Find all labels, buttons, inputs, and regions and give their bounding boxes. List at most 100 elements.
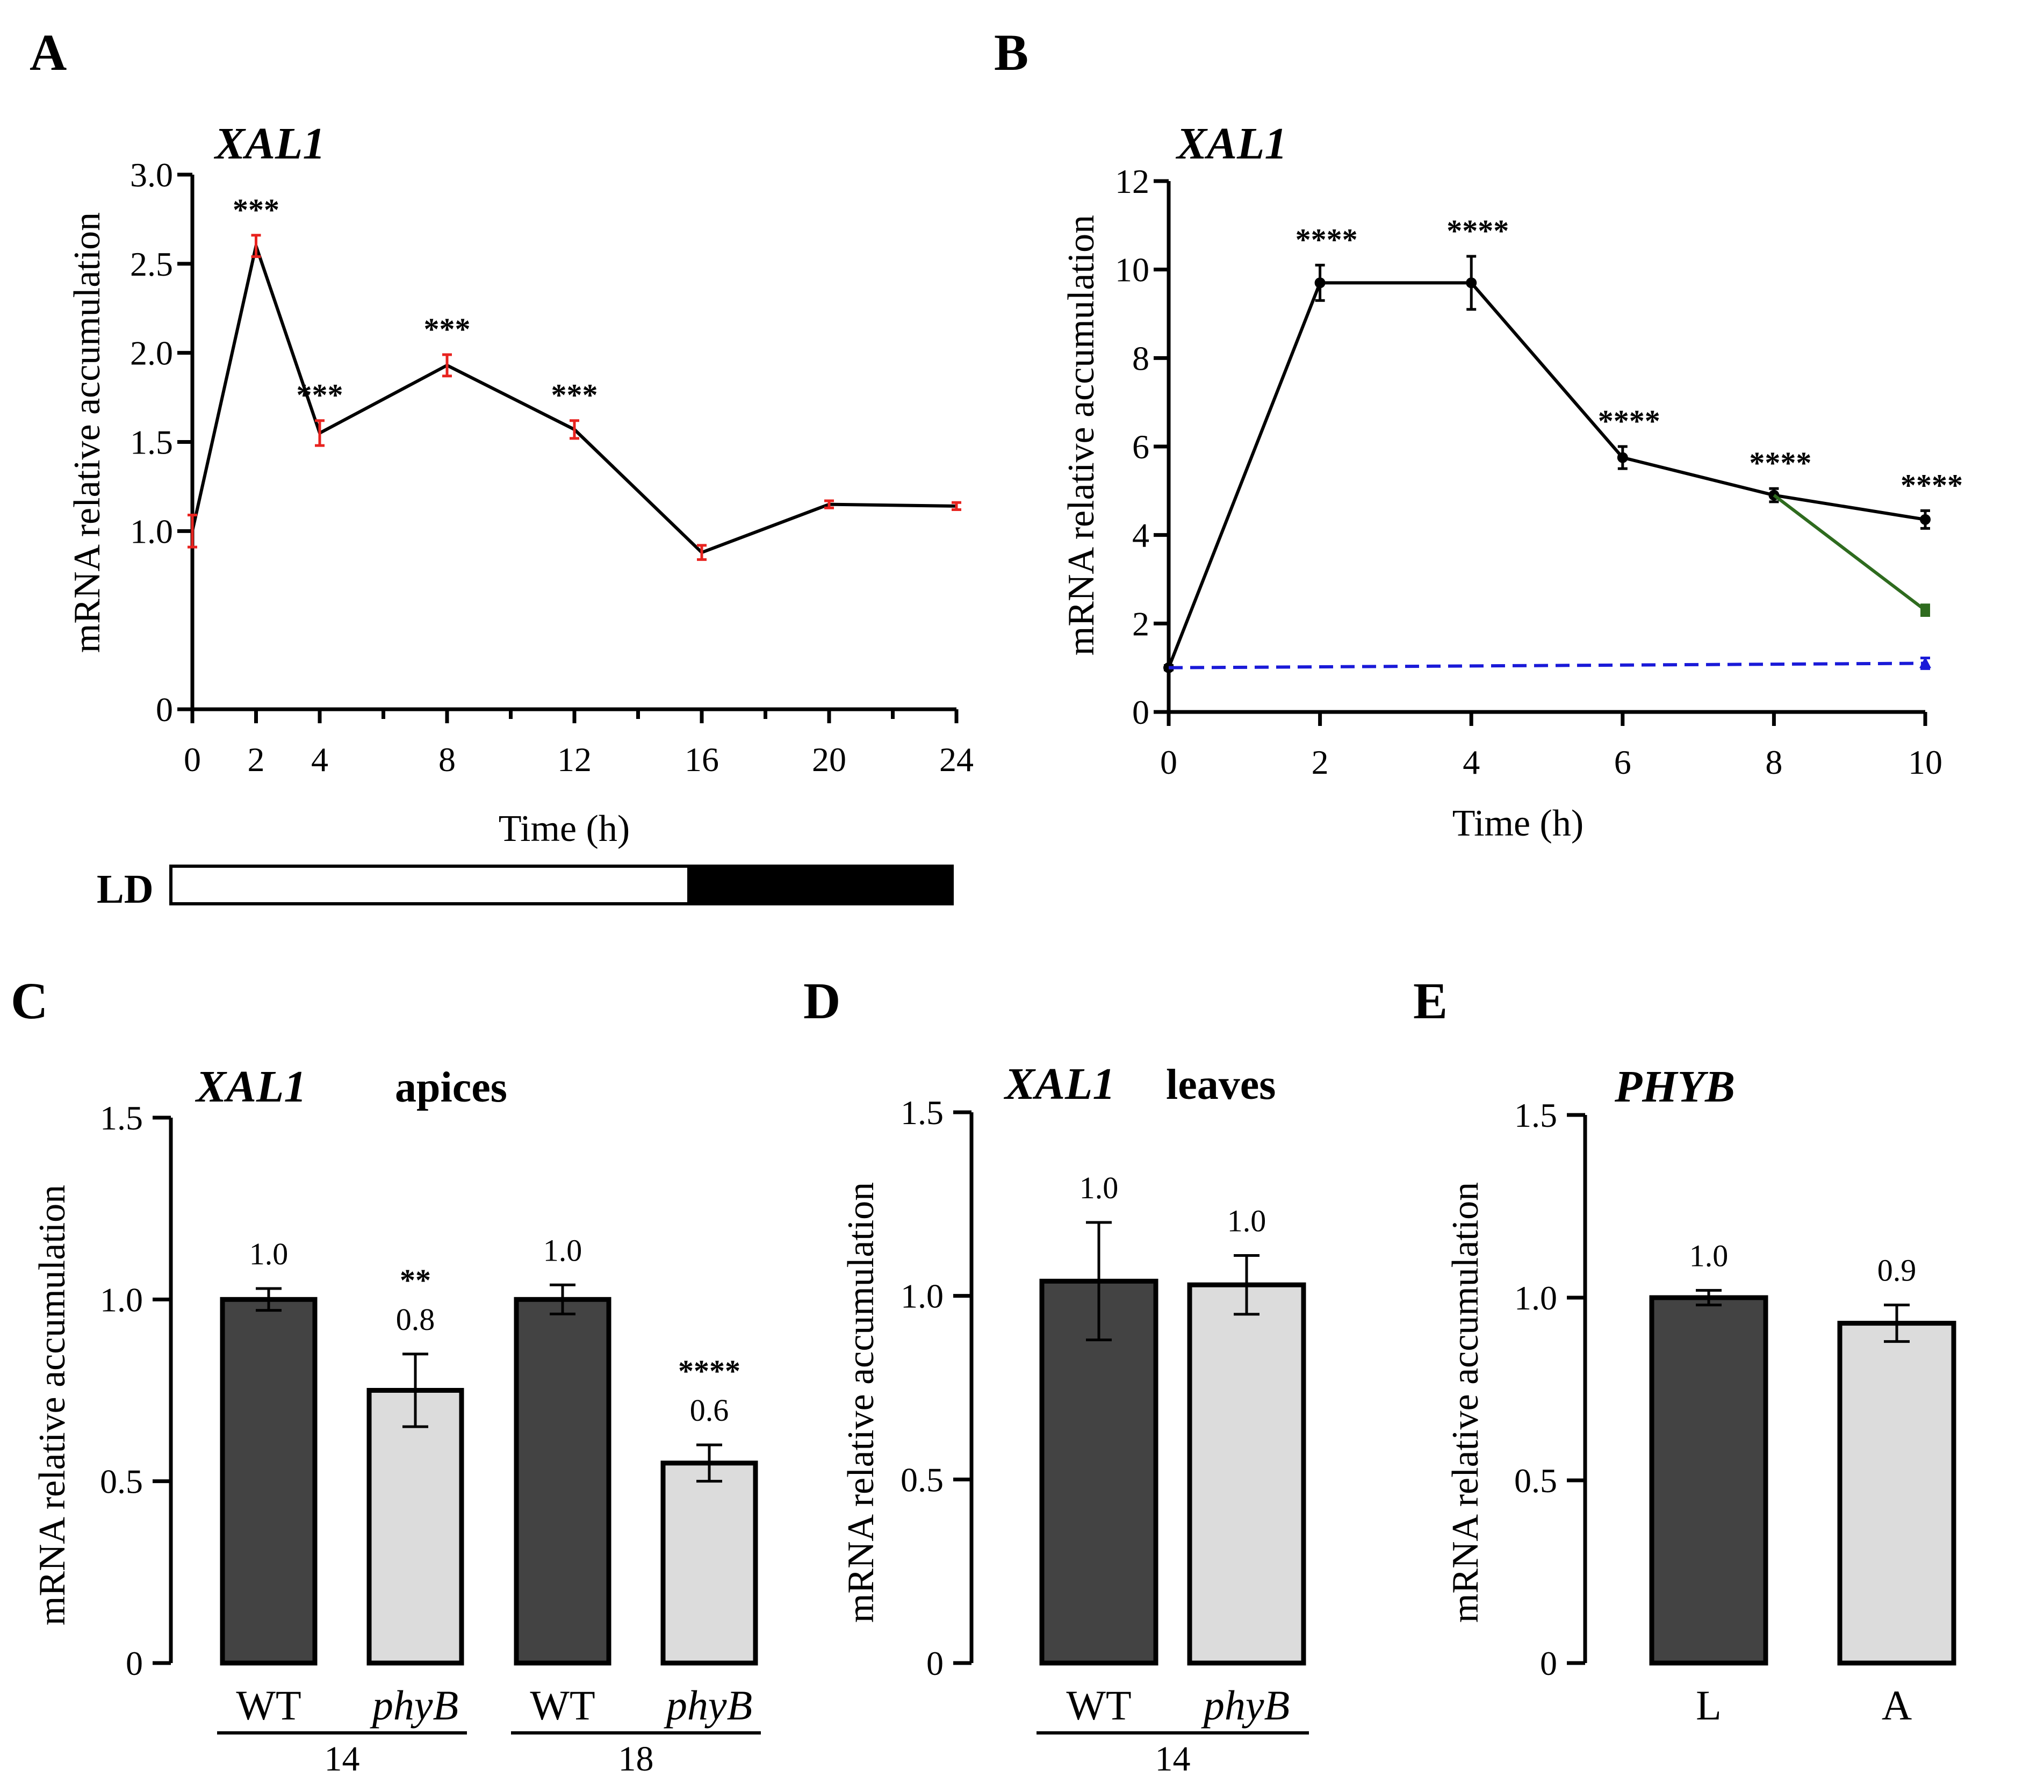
- panel-e-ylabel: mRNA relative accumulation: [1445, 1182, 1486, 1623]
- y-tick-label: 1.5: [100, 1099, 143, 1137]
- panel-a-xlabel: Time (h): [499, 808, 630, 850]
- bar: [366, 1388, 464, 1666]
- x-tick-label: 10: [1908, 743, 1942, 781]
- y-tick-label: 1.5: [1514, 1096, 1557, 1134]
- group-label: 18: [618, 1739, 654, 1779]
- x-tick-label: 4: [1463, 743, 1480, 781]
- y-tick-label: 1.5: [130, 423, 173, 462]
- significance-label: ****: [1749, 445, 1811, 480]
- category-label: WT: [530, 1682, 595, 1729]
- panel-d-label: D: [803, 972, 840, 1030]
- panel-c-label: C: [11, 972, 48, 1030]
- x-tick-label: 20: [812, 740, 846, 779]
- panel-a-ylabel: mRNA relative accumulation: [67, 212, 108, 653]
- data-point: [1920, 514, 1931, 525]
- y-tick-label: 1.0: [901, 1277, 944, 1315]
- y-tick-label: 0: [1132, 693, 1149, 731]
- data-label: 1.0: [1227, 1204, 1266, 1239]
- significance-label: ****: [1296, 222, 1358, 257]
- y-tick-label: 0: [126, 1644, 143, 1682]
- y-tick-label: 0: [1540, 1644, 1557, 1682]
- y-tick-label: 1.0: [1514, 1279, 1557, 1317]
- y-tick-label: 10: [1115, 251, 1149, 289]
- x-tick-label: 4: [311, 740, 328, 779]
- panel-e: E PHYB mRNA relative accumulation 0 0.5 1.…: [1413, 972, 1956, 1729]
- y-tick-label: 1.5: [901, 1093, 944, 1132]
- x-tick-label: 6: [1614, 743, 1631, 781]
- panel-b-ylabel: mRNA relative accumulation: [1061, 215, 1102, 656]
- significance-label: ****: [1598, 404, 1660, 438]
- x-tick-label: 2: [1312, 743, 1329, 781]
- data-label: 0.6: [690, 1393, 729, 1428]
- data-label: 0.8: [396, 1302, 435, 1337]
- y-tick-label: 2.5: [130, 245, 173, 283]
- panel-a: A XAL1 Time (h) mRNA relative accumulati…: [30, 24, 974, 912]
- category-label: WT: [236, 1682, 301, 1729]
- x-tick-label: 12: [557, 740, 592, 779]
- panel-c-plot: 0 0.5 1.0 1.5 1.0 WT 0.8 ** phyB 1.0 WT 0.6 **** phyB…: [100, 1099, 761, 1779]
- significance-label: ***: [551, 378, 598, 413]
- x-tick-label: 2: [248, 740, 265, 779]
- series-line-blue: [1168, 661, 1926, 670]
- significance-label: **: [400, 1263, 431, 1298]
- significance-label: ***: [424, 312, 471, 347]
- y-tick-label: 12: [1115, 162, 1149, 200]
- data-point: [1617, 452, 1628, 463]
- category-label: phyB: [664, 1682, 752, 1729]
- bar: [660, 1460, 758, 1666]
- panel-b-label: B: [994, 24, 1028, 81]
- panel-c-ylabel: mRNA relative accumulation: [32, 1185, 73, 1625]
- significance-label: ****: [1446, 213, 1509, 248]
- x-tick-label: 0: [184, 740, 201, 779]
- panel-a-plot: 01.01.52.02.53.00 2 4 8 12 16 20 24************: [130, 156, 974, 905]
- photoperiod-label: LD: [97, 867, 154, 912]
- panel-d-ylabel: mRNA relative accumulation: [840, 1182, 882, 1623]
- series-line-XAL1: [191, 240, 957, 555]
- y-tick-label: 3.0: [130, 156, 173, 194]
- significance-label: ****: [678, 1354, 740, 1388]
- category-label: phyB: [1201, 1682, 1290, 1729]
- y-tick-label: 0: [926, 1644, 944, 1682]
- x-tick-label: 16: [685, 740, 719, 779]
- data-label: 0.9: [1877, 1253, 1917, 1288]
- panel-e-label: E: [1413, 972, 1448, 1030]
- significance-label: ***: [297, 378, 343, 413]
- x-tick-label: 8: [1765, 743, 1782, 781]
- y-tick-label: 8: [1132, 339, 1149, 377]
- y-tick-label: 0.5: [901, 1460, 944, 1499]
- panel-d-title: XAL1: [1003, 1059, 1115, 1109]
- y-tick-label: 2.0: [130, 334, 173, 372]
- y-tick-label: 2: [1132, 604, 1149, 643]
- panel-e-title: PHYB: [1614, 1062, 1735, 1112]
- data-label: 1.0: [1689, 1238, 1729, 1273]
- series-line-green: [1773, 494, 1926, 612]
- bar: [1039, 1278, 1158, 1666]
- significance-label: ****: [1901, 467, 1963, 502]
- x-tick-label: 0: [1160, 743, 1177, 781]
- panel-a-label: A: [30, 24, 67, 81]
- y-tick-label: 1.0: [100, 1280, 143, 1319]
- panel-b-xlabel: Time (h): [1452, 803, 1584, 844]
- y-tick-label: 4: [1132, 516, 1149, 555]
- panel-b-title: XAL1: [1175, 119, 1287, 169]
- panel-b: B XAL1 Time (h) mRNA relative accumulati…: [994, 24, 1963, 844]
- data-label: 1.0: [249, 1236, 289, 1271]
- y-tick-label: 0: [156, 690, 173, 729]
- panel-e-plot: 0 0.5 1.0 1.5 1.0 L 0.9 A: [1514, 1096, 1956, 1729]
- category-label: A: [1882, 1682, 1912, 1729]
- panel-b-plot: 0 2 4 6 8 10 12 0 2 4 6 8 10 **** **** **** **** ****: [1115, 162, 1963, 781]
- significance-label: ***: [233, 192, 279, 227]
- y-tick-label: 6: [1132, 428, 1149, 466]
- panel-c: C XAL1 apices mRNA relative accumulation…: [11, 972, 761, 1779]
- data-label: 1.0: [1079, 1170, 1119, 1205]
- data-point: [1314, 277, 1326, 289]
- category-label: phyB: [370, 1682, 458, 1729]
- series-line-black: [1167, 281, 1926, 668]
- panel-d-subtitle: leaves: [1166, 1061, 1276, 1109]
- group-label: 14: [1155, 1739, 1191, 1779]
- data-label: 1.0: [543, 1233, 582, 1268]
- panel-c-title: XAL1: [195, 1062, 306, 1112]
- bar: [1187, 1282, 1306, 1666]
